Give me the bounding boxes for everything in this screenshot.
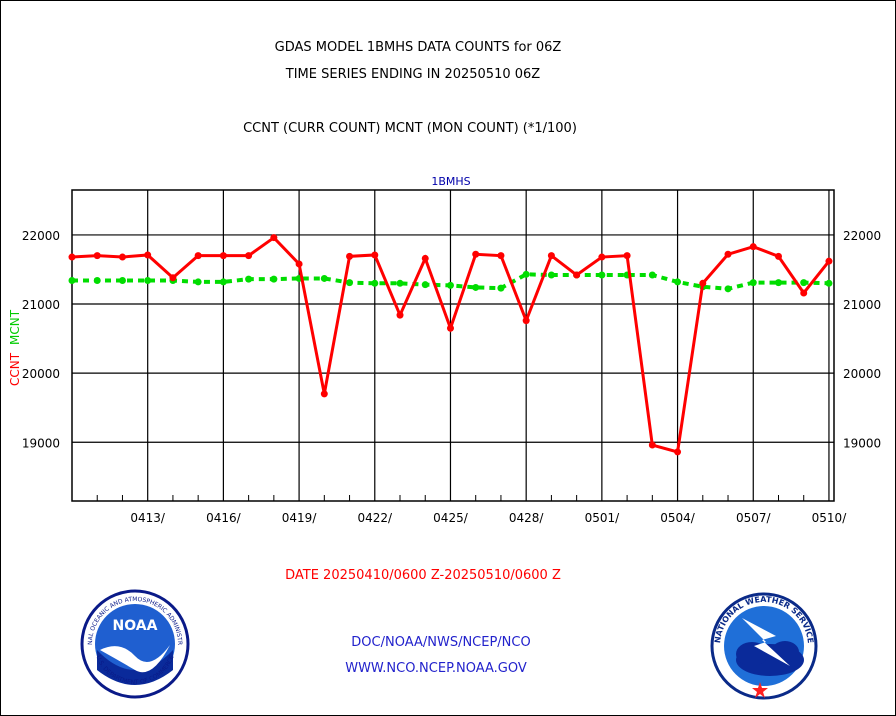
data-point-mcnt <box>118 277 126 285</box>
y-tick-label-right: 19000 <box>843 436 881 450</box>
data-point-mcnt <box>825 279 833 287</box>
y-tick-label-right: 21000 <box>843 298 881 312</box>
data-point-ccnt <box>270 234 278 242</box>
data-point-mcnt <box>371 279 379 287</box>
y-tick-label-right: 22000 <box>843 229 881 243</box>
x-tick-label: 0413/ <box>130 511 166 525</box>
data-point-mcnt <box>93 277 101 285</box>
data-point-ccnt <box>421 254 429 262</box>
data-point-mcnt <box>219 278 227 286</box>
y-ticks: 19000 19000 20000 20000 21000 21000 22000 22000 <box>22 229 881 450</box>
data-point-ccnt <box>800 289 808 297</box>
data-point-mcnt <box>522 270 530 278</box>
footer-link-www[interactable]: WWW.NCO.NCEP.NOAA.GOV <box>345 661 527 676</box>
series-mcnt <box>68 270 833 293</box>
data-point-mcnt <box>144 277 152 285</box>
x-tick-label: 0425/ <box>433 511 469 525</box>
data-point-ccnt <box>320 390 328 398</box>
data-point-ccnt <box>371 251 379 259</box>
series-ccnt <box>68 234 833 456</box>
data-point-ccnt <box>522 317 530 325</box>
data-point-mcnt <box>749 279 757 287</box>
data-point-ccnt <box>346 252 354 260</box>
data-point-ccnt <box>825 257 833 265</box>
data-point-ccnt <box>774 252 782 260</box>
y-axis-label-ccnt: CCNT <box>8 352 22 386</box>
data-point-ccnt <box>724 250 732 258</box>
page-title-line2: TIME SERIES ENDING IN 20250510 06Z <box>285 67 541 82</box>
x-tick-label: 0416/ <box>206 511 242 525</box>
data-point-mcnt <box>472 283 480 291</box>
data-point-ccnt <box>118 253 126 261</box>
x-tick-label: 0510/ <box>812 511 848 525</box>
chart-title: 1BMHS <box>431 175 470 188</box>
plot-area <box>71 189 835 502</box>
y-tick-label-left: 20000 <box>22 367 60 381</box>
data-point-ccnt <box>194 252 202 260</box>
data-point-mcnt <box>320 274 328 282</box>
data-point-mcnt <box>396 279 404 287</box>
data-point-ccnt <box>598 253 606 261</box>
data-point-mcnt <box>497 284 505 292</box>
data-point-mcnt <box>68 277 76 285</box>
x-ticks: 0413/0416/0419/0422/0425/0428/0501/0504/… <box>96 495 848 525</box>
data-point-mcnt <box>648 271 656 279</box>
y-tick-label-left: 21000 <box>22 298 60 312</box>
data-point-mcnt <box>800 279 808 287</box>
x-tick-label: 0504/ <box>660 511 696 525</box>
nws-logo-icon: NATIONAL WEATHER SERVICE <box>710 592 818 700</box>
y-tick-label-left: 19000 <box>22 436 60 450</box>
data-point-mcnt <box>774 279 782 287</box>
x-tick-label: 0501/ <box>585 511 621 525</box>
data-point-ccnt <box>472 250 480 258</box>
footer-link-doc[interactable]: DOC/NOAA/NWS/NCEP/NCO <box>351 635 530 650</box>
data-point-ccnt <box>749 243 757 251</box>
data-point-mcnt <box>346 279 354 287</box>
x-tick-label: 0507/ <box>736 511 772 525</box>
x-tick-label: 0422/ <box>357 511 393 525</box>
page-title-line1: GDAS MODEL 1BMHS DATA COUNTS for 06Z <box>275 40 562 55</box>
data-point-mcnt <box>598 271 606 279</box>
y-tick-label-right: 20000 <box>843 367 881 381</box>
data-point-mcnt <box>547 271 555 279</box>
x-tick-label: 0428/ <box>509 511 545 525</box>
page-subtitle: CCNT (CURR COUNT) MCNT (MON COUNT) (*1/1… <box>243 121 577 136</box>
data-point-ccnt <box>144 251 152 259</box>
data-point-ccnt <box>68 253 76 261</box>
data-point-mcnt <box>421 281 429 289</box>
data-point-ccnt <box>573 271 581 279</box>
data-point-ccnt <box>245 252 253 260</box>
data-point-mcnt <box>674 278 682 286</box>
data-point-ccnt <box>219 252 227 260</box>
data-point-ccnt <box>396 311 404 319</box>
x-axis-label: DATE 20250410/0600 Z-20250510/0600 Z <box>285 568 561 583</box>
data-point-mcnt <box>724 285 732 293</box>
noaa-logo-text: NOAA <box>113 618 158 634</box>
y-axis-label-mcnt: MCNT <box>8 309 22 345</box>
data-point-mcnt <box>245 275 253 283</box>
data-point-ccnt <box>169 274 177 282</box>
data-point-ccnt <box>547 252 555 260</box>
data-point-mcnt <box>446 281 454 289</box>
x-tick-label: 0419/ <box>282 511 318 525</box>
data-point-ccnt <box>446 324 454 332</box>
data-point-ccnt <box>623 252 631 260</box>
star-icon <box>752 682 768 698</box>
data-point-ccnt <box>497 252 505 260</box>
data-point-mcnt <box>270 275 278 283</box>
data-point-ccnt <box>93 252 101 260</box>
y-tick-label-left: 22000 <box>22 229 60 243</box>
data-point-ccnt <box>295 260 303 268</box>
data-point-ccnt <box>674 448 682 456</box>
data-point-ccnt <box>699 279 707 287</box>
data-point-ccnt <box>648 441 656 449</box>
data-point-mcnt <box>194 278 202 286</box>
